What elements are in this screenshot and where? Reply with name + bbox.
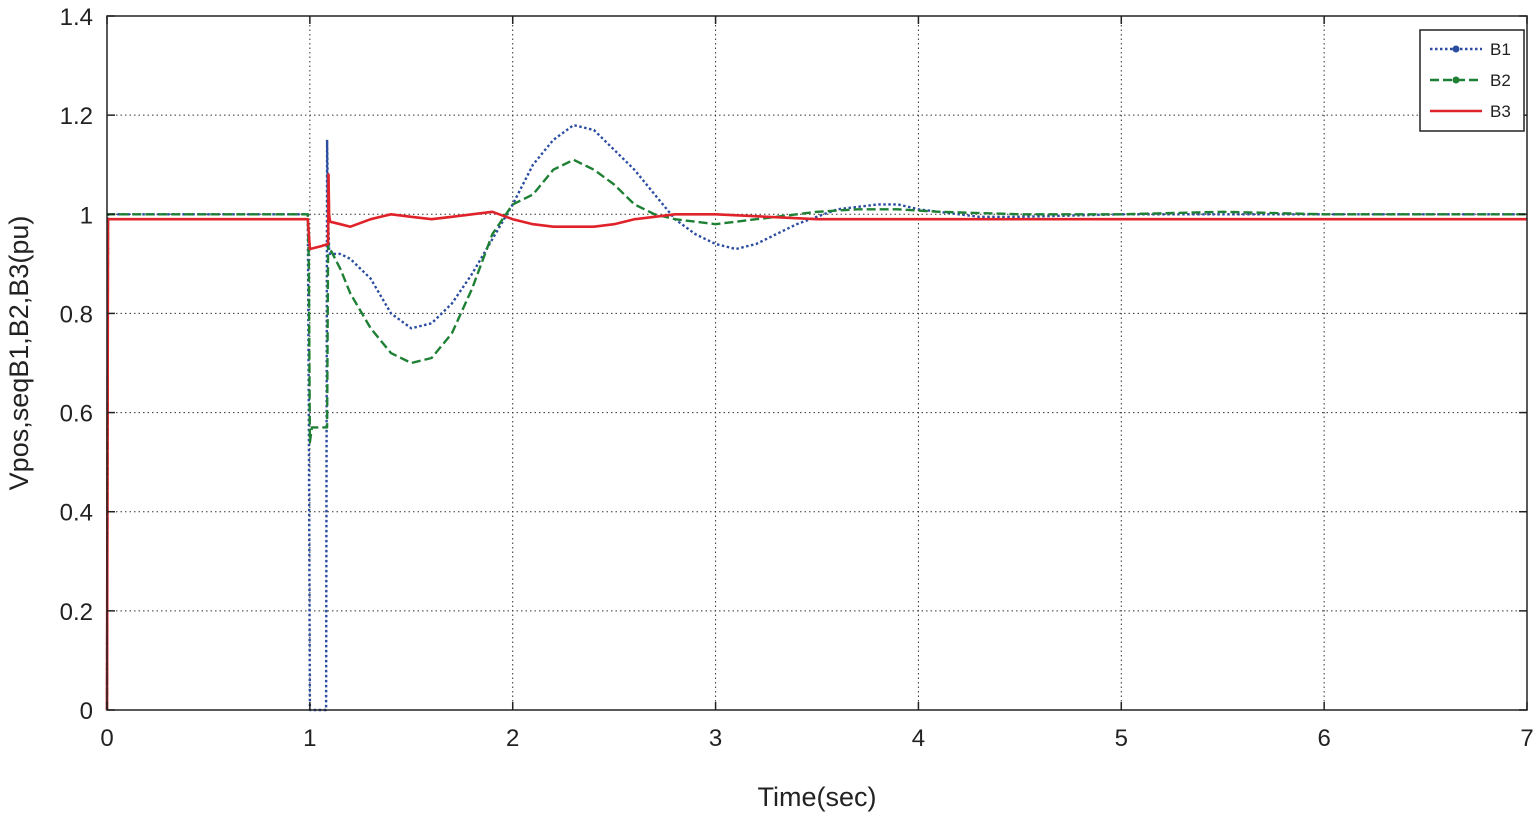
y-tick-label: 0.8 [60,301,93,328]
x-tick-label: 2 [506,725,519,752]
x-tick-label: 4 [912,725,925,752]
grid [107,16,1527,710]
y-tick-label: 1 [80,202,93,229]
x-tick-label: 7 [1520,725,1533,752]
x-tick-label: 6 [1317,725,1330,752]
y-tick-label: 0.4 [60,500,93,527]
series-line-b2 [105,158,1527,711]
x-tick-label: 5 [1115,725,1128,752]
y-axis-label: Vpos,seqB1,B2,B3(pu) [4,216,34,491]
legend-label-b1: B1 [1490,40,1511,59]
y-tick-label: 1.4 [60,4,93,31]
y-tick-label: 0.2 [60,599,93,626]
plot-frame [106,15,1528,711]
axis-ticks: 0 1 2 3 4 5 6 7 0 0.2 0.4 0.6 0.8 1 1.2 1.4 [60,4,1534,752]
x-tick-label: 1 [303,725,316,752]
y-tick-label: 0.6 [60,401,93,428]
legend-marker-b1 [1452,45,1460,53]
legend: B1 B2 B3 [1419,29,1525,132]
legend-label-b3: B3 [1490,102,1511,121]
y-tick-label: 0 [80,698,93,725]
legend-label-b2: B2 [1490,71,1511,90]
x-tick-label: 0 [100,725,113,752]
plot-series [105,123,1527,712]
x-axis-label: Time(sec) [758,782,877,812]
y-tick-label: 1.2 [60,103,93,130]
x-tick-label: 3 [709,725,722,752]
series-line-b3 [105,173,1527,711]
legend-marker-b2 [1452,76,1460,84]
